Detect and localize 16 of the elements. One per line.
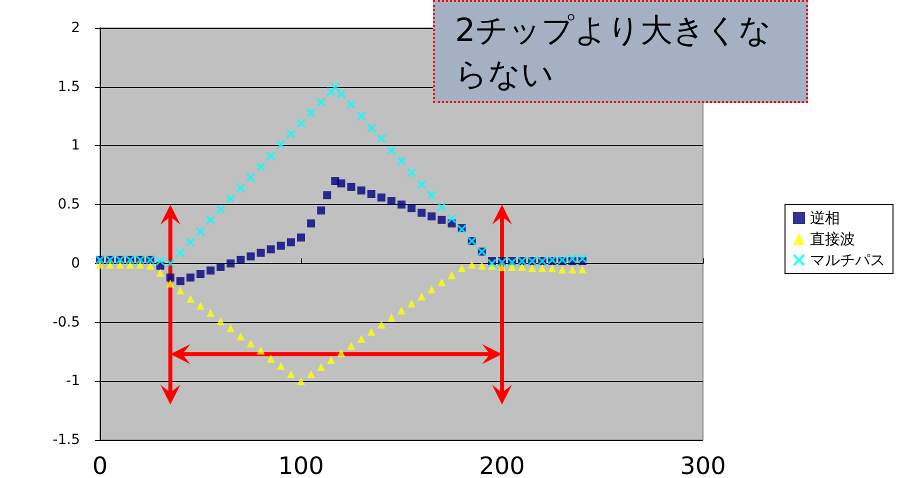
annotation: 2チップより大きくならない [433,0,808,103]
y-tick-label: 0 [71,255,80,272]
y-tick-label: 1.5 [58,78,80,95]
legend-label: 直接波 [810,230,855,248]
y-tick-label: 0.5 [58,196,80,213]
x-tick-label: 0 [92,452,108,478]
x-tick-label: 200 [479,452,525,478]
legend-label: 逆相 [810,209,840,227]
y-tick-label: 1 [71,138,80,154]
y-tick-label: 2 [71,20,80,36]
legend-label: マルチパス [810,251,885,269]
x-tick-label: 100 [278,452,324,478]
x-tick-label: 300 [680,452,726,478]
y-tick-label: -1 [66,373,80,390]
y-tick-label: -0.5 [52,314,80,330]
y-tick-label: -1.5 [52,432,80,448]
